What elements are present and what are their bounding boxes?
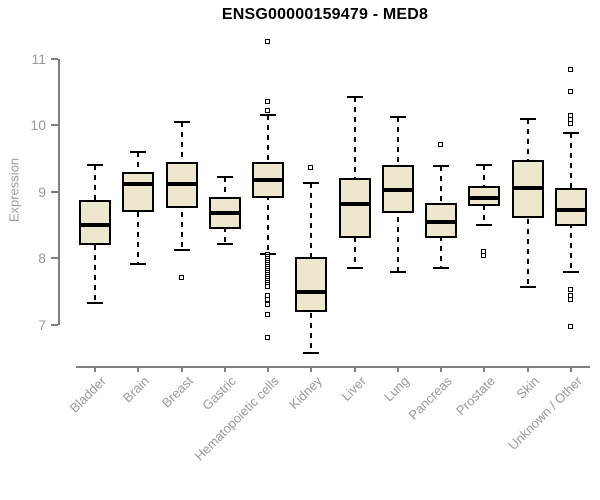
y-tick-label: 10 (30, 117, 46, 133)
outlier-point (568, 297, 573, 302)
whisker-cap-lower (174, 249, 190, 251)
outlier-point (568, 121, 573, 126)
whisker-cap-upper (520, 118, 536, 120)
x-tick (224, 366, 226, 372)
whisker-cap-upper (303, 182, 319, 184)
median-line (166, 182, 198, 186)
median-line (425, 220, 457, 224)
whisker-cap-lower (87, 302, 103, 304)
outlier-point (265, 335, 270, 340)
x-tick (94, 366, 96, 372)
median-line (122, 182, 154, 186)
outlier-point (265, 99, 270, 104)
median-line (79, 223, 111, 227)
whisker-cap-lower (303, 352, 319, 354)
y-tick (51, 257, 58, 259)
whisker-cap-upper (130, 151, 146, 153)
whisker-cap-upper (390, 116, 406, 118)
whisker-cap-lower (347, 267, 363, 269)
x-tick (310, 366, 312, 372)
outlier-point (265, 302, 270, 307)
whisker-cap-lower (476, 224, 492, 226)
whisker-cap-lower (217, 243, 233, 245)
outlier-point (179, 275, 184, 280)
median-line (295, 290, 327, 294)
x-tick (181, 366, 183, 372)
whisker-cap-upper (476, 164, 492, 166)
x-axis-line (76, 366, 590, 368)
whisker-cap-lower (130, 263, 146, 265)
outlier-point (265, 108, 270, 113)
outlier-point (265, 284, 270, 289)
median-line (382, 188, 414, 192)
whisker-cap-lower (563, 271, 579, 273)
box (295, 257, 327, 312)
y-tick-label: 7 (38, 317, 46, 333)
y-axis-line (58, 59, 60, 325)
whisker-cap-upper (347, 96, 363, 98)
whisker-cap-upper (217, 176, 233, 178)
outlier-point (568, 324, 573, 329)
outlier-point (481, 253, 486, 258)
y-tick (51, 58, 58, 60)
x-tick (483, 366, 485, 372)
whisker-cap-upper (260, 114, 276, 116)
box (339, 178, 371, 238)
outlier-point (265, 312, 270, 317)
outlier-point (265, 39, 270, 44)
whisker-cap-lower (390, 271, 406, 273)
x-tick (527, 366, 529, 372)
x-tick (267, 366, 269, 372)
outlier-point (308, 165, 313, 170)
x-tick (354, 366, 356, 372)
median-line (209, 211, 241, 215)
box (79, 200, 111, 245)
box (555, 188, 587, 226)
median-line (512, 186, 544, 190)
outlier-point (568, 67, 573, 72)
outlier-point (438, 142, 443, 147)
y-tick-label: 9 (38, 184, 46, 200)
y-tick-label: 8 (38, 250, 46, 266)
y-tick (51, 124, 58, 126)
outlier-point (265, 297, 270, 302)
outlier-point (568, 287, 573, 292)
median-line (339, 202, 371, 206)
whisker-cap-upper (563, 132, 579, 134)
y-tick (51, 324, 58, 326)
outlier-point (568, 89, 573, 94)
median-line (468, 196, 500, 200)
box (122, 172, 154, 212)
median-line (555, 208, 587, 212)
x-tick (137, 366, 139, 372)
y-tick-label: 11 (31, 51, 46, 67)
whisker-cap-lower (433, 267, 449, 269)
whisker-cap-upper (174, 121, 190, 123)
whisker-cap-upper (87, 164, 103, 166)
y-tick (51, 191, 58, 193)
chart-title: ENSG00000159479 - MED8 (221, 6, 429, 23)
x-tick (440, 366, 442, 372)
median-line (252, 178, 284, 182)
whisker-cap-lower (520, 286, 536, 288)
x-tick (570, 366, 572, 372)
x-tick (397, 366, 399, 372)
whisker-cap-upper (433, 165, 449, 167)
